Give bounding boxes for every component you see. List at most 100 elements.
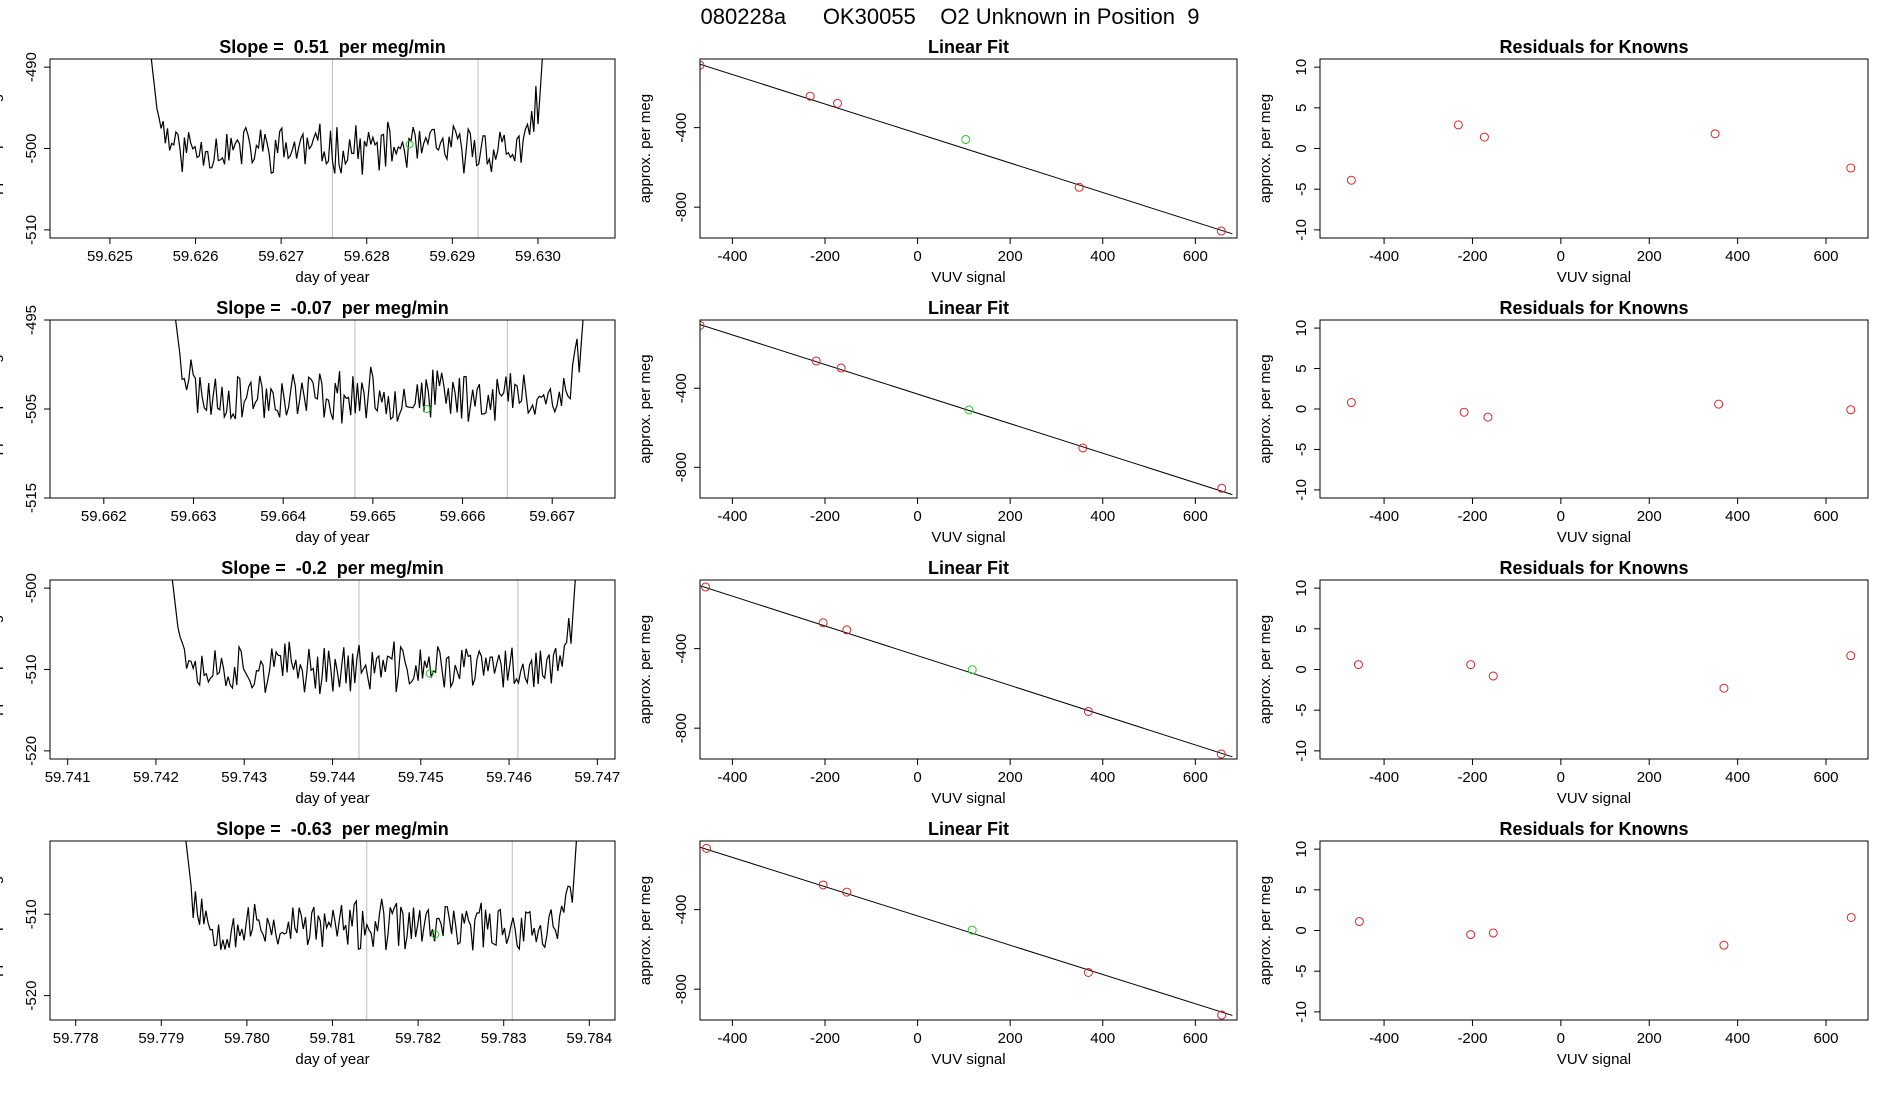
x-tick-label: 400: [1090, 248, 1115, 265]
residual-point: [1846, 405, 1856, 415]
x-tick-label: 0: [913, 508, 921, 525]
y-axis-label: approx. per meg: [637, 354, 654, 463]
y-tick-label: -800: [673, 452, 690, 482]
plot-frame: [49, 840, 616, 1021]
x-axis-label: VUV signal: [1557, 529, 1631, 546]
known-point: [832, 98, 842, 108]
y-tick-label: -800: [673, 974, 690, 1004]
y-tick-label: -505: [23, 394, 40, 424]
x-tick-label: 600: [1183, 1030, 1208, 1047]
residual-point: [1466, 930, 1476, 940]
x-tick-label: 200: [998, 248, 1023, 265]
panel-title: Residuals for Knowns: [1499, 298, 1688, 318]
x-tick-label: -200: [1457, 769, 1487, 786]
x-tick-label: 59.627: [258, 248, 304, 265]
y-tick-label: -510: [23, 215, 40, 245]
x-tick-label: 200: [1637, 508, 1662, 525]
y-tick-label: 5: [1293, 104, 1310, 112]
known-point: [1217, 1010, 1227, 1020]
residual-point: [1846, 912, 1856, 922]
x-tick-label: 59.664: [260, 508, 306, 525]
x-tick-label: -400: [717, 508, 747, 525]
y-tick-label: -5: [1293, 965, 1310, 978]
plot-frame: [699, 579, 1238, 760]
x-tick-label: 59.781: [310, 1030, 356, 1047]
plot-frame: [1319, 58, 1869, 239]
x-tick-label: 600: [1814, 1030, 1839, 1047]
y-tick-label: -800: [673, 192, 690, 222]
x-tick-label: 200: [1637, 248, 1662, 265]
x-tick-label: 400: [1090, 1030, 1115, 1047]
residual-point: [1714, 399, 1724, 409]
signal-trace: [171, 580, 576, 695]
known-point: [836, 363, 846, 373]
x-tick-label: 59.741: [45, 769, 91, 786]
y-tick-label: -400: [673, 373, 690, 403]
plot-area: [700, 60, 1233, 236]
y-tick-label: 5: [1293, 625, 1310, 633]
y-axis-label: approx. per meg: [1257, 876, 1274, 985]
x-tick-label: 200: [1637, 1030, 1662, 1047]
residual-point: [1353, 660, 1363, 670]
y-axis-label: approx. per meg: [0, 94, 4, 203]
residuals-panel-row-4: Residuals for Knowns VUV signal approx. pe…: [1257, 819, 1869, 1068]
x-tick-label: 600: [1183, 248, 1208, 265]
y-tick-label: 0: [1293, 926, 1310, 934]
y-tick-label: -400: [673, 113, 690, 143]
slope-panel-row-3: Slope = -0.2 per meg/min day of year appro…: [0, 558, 620, 807]
known-point: [1217, 483, 1227, 493]
plot-area: [175, 320, 584, 498]
known-point: [1078, 443, 1088, 453]
residuals-panel-row-3: Residuals for Knowns VUV signal approx. pe…: [1257, 558, 1869, 807]
x-tick-label: 0: [1557, 508, 1565, 525]
x-tick-label: 59.662: [81, 508, 127, 525]
panel-title: Linear Fit: [928, 558, 1009, 578]
x-tick-label: 200: [998, 769, 1023, 786]
y-axis-label: approx. per meg: [0, 354, 4, 463]
residual-point: [1453, 120, 1463, 130]
fit-line: [700, 846, 1233, 1016]
x-tick-label: 59.784: [566, 1030, 612, 1047]
plot-area: [1346, 120, 1856, 185]
x-tick-label: 600: [1183, 769, 1208, 786]
panel-title: Slope = -0.63 per meg/min: [216, 819, 449, 839]
y-axis-label: approx. per meg: [637, 94, 654, 203]
fit-panel-row-3: Linear Fit VUV signal approx. per meg -400 -…: [637, 558, 1238, 807]
x-tick-label: 400: [1725, 508, 1750, 525]
x-tick-label: 600: [1814, 508, 1839, 525]
plot-frame: [1319, 319, 1869, 499]
x-tick-label: 600: [1183, 508, 1208, 525]
x-tick-label: 59.630: [515, 248, 561, 265]
x-tick-label: 59.744: [310, 769, 356, 786]
x-tick-label: -200: [810, 769, 840, 786]
x-tick-label: 59.626: [173, 248, 219, 265]
y-tick-label: 10: [1293, 580, 1310, 597]
x-tick-label: 400: [1725, 769, 1750, 786]
x-tick-label: -200: [810, 248, 840, 265]
y-tick-label: 10: [1293, 841, 1310, 858]
x-tick-label: -200: [810, 1030, 840, 1047]
x-tick-label: 0: [1557, 769, 1565, 786]
plot-frame: [49, 319, 616, 499]
x-tick-label: 59.746: [486, 769, 532, 786]
y-tick-label: 0: [1293, 144, 1310, 152]
known-point: [818, 618, 828, 628]
x-axis-label: VUV signal: [1557, 269, 1631, 286]
slope-panel-row-4: Slope = -0.63 per meg/min day of year appr…: [0, 819, 616, 1068]
signal-trace: [175, 320, 584, 424]
x-axis-label: VUV signal: [931, 790, 1005, 807]
y-tick-label: -10: [1293, 479, 1310, 501]
x-tick-label: -200: [810, 508, 840, 525]
y-tick-label: 10: [1293, 320, 1310, 337]
x-tick-label: 59.663: [171, 508, 217, 525]
panel-title: Residuals for Knowns: [1499, 819, 1688, 839]
x-axis-label: day of year: [295, 269, 369, 286]
x-tick-label: -400: [1369, 769, 1399, 786]
y-tick-label: 0: [1293, 665, 1310, 673]
panel-title: Residuals for Knowns: [1499, 37, 1688, 57]
plot-frame: [1319, 579, 1869, 760]
residuals-panel-row-2: Residuals for Knowns VUV signal approx. pe…: [1257, 298, 1869, 546]
panel-title: Slope = 0.51 per meg/min: [219, 37, 446, 57]
y-axis-label: approx. per meg: [1257, 94, 1274, 203]
